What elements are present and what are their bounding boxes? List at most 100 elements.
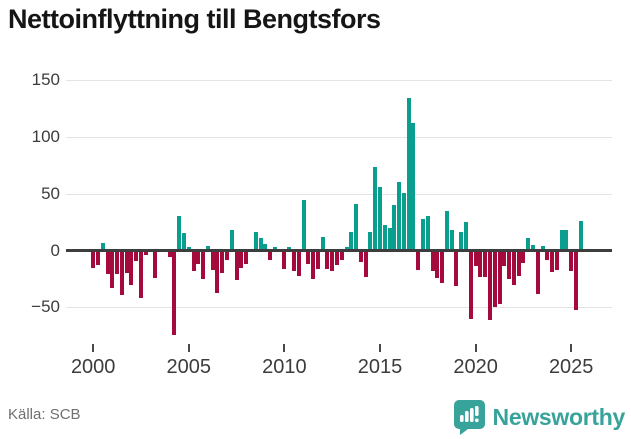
bar[interactable] [573, 250, 578, 310]
bar[interactable] [205, 245, 210, 251]
bar[interactable] [550, 250, 555, 273]
bar[interactable] [115, 250, 120, 275]
bar[interactable] [301, 200, 306, 251]
bar[interactable] [564, 230, 569, 251]
bar[interactable] [440, 250, 445, 284]
bar[interactable] [516, 250, 521, 276]
bar[interactable] [530, 244, 535, 251]
bar[interactable] [191, 250, 196, 271]
bar[interactable] [349, 232, 354, 251]
bar[interactable] [435, 250, 440, 278]
bar[interactable] [244, 250, 249, 265]
bar[interactable] [521, 250, 526, 263]
bar[interactable] [406, 98, 411, 251]
bar[interactable] [464, 222, 469, 251]
bar[interactable] [153, 250, 158, 278]
bar[interactable] [139, 250, 143, 299]
newsworthy-logo[interactable]: Newsworthy [453, 399, 625, 435]
bar[interactable] [239, 250, 244, 268]
bar[interactable] [368, 232, 373, 251]
bar[interactable] [449, 230, 454, 251]
bar[interactable] [186, 247, 191, 251]
bar[interactable] [511, 250, 516, 285]
bar[interactable] [172, 250, 177, 335]
bar[interactable] [401, 192, 406, 251]
bar[interactable] [220, 250, 225, 274]
bar[interactable] [526, 237, 531, 251]
bar[interactable] [182, 233, 187, 251]
bar[interactable] [397, 182, 402, 251]
bar[interactable] [354, 203, 359, 251]
bar[interactable] [373, 167, 378, 251]
bar[interactable] [177, 216, 182, 251]
bar[interactable] [382, 225, 387, 251]
bar[interactable] [311, 250, 316, 279]
bar[interactable] [134, 250, 139, 261]
bar[interactable] [229, 230, 234, 251]
bar[interactable] [325, 250, 330, 269]
bar[interactable] [201, 250, 206, 279]
bar[interactable] [143, 250, 148, 256]
bar[interactable] [196, 250, 201, 265]
bar[interactable] [339, 250, 344, 260]
bar[interactable] [287, 247, 292, 251]
bar[interactable] [545, 250, 550, 260]
bar[interactable] [306, 250, 311, 265]
bar[interactable] [363, 250, 368, 277]
bar[interactable] [291, 250, 296, 271]
bar[interactable] [234, 250, 239, 281]
bar[interactable] [344, 247, 349, 251]
bar[interactable] [421, 218, 426, 251]
bar[interactable] [483, 250, 488, 277]
bar[interactable] [378, 186, 382, 251]
x-axis-tick [92, 344, 95, 352]
bar[interactable] [167, 250, 172, 258]
bar[interactable] [358, 250, 363, 262]
bar[interactable] [334, 250, 339, 266]
bar[interactable] [569, 250, 574, 271]
bar[interactable] [507, 250, 512, 279]
bar[interactable] [454, 250, 459, 286]
bar[interactable] [416, 250, 421, 270]
bar[interactable] [387, 227, 392, 251]
bar[interactable] [100, 242, 105, 251]
bar[interactable] [392, 205, 397, 251]
bar[interactable] [468, 250, 473, 319]
bar[interactable] [282, 250, 287, 269]
bar[interactable] [119, 250, 124, 295]
bar[interactable] [425, 216, 430, 251]
bar[interactable] [430, 250, 435, 271]
bar[interactable] [320, 236, 325, 251]
bar[interactable] [497, 250, 502, 304]
bar[interactable] [296, 250, 301, 276]
bar[interactable] [492, 250, 497, 308]
bar[interactable] [268, 250, 273, 260]
bar[interactable] [411, 123, 416, 251]
bar[interactable] [215, 250, 220, 293]
bar[interactable] [91, 250, 96, 268]
bar[interactable] [210, 250, 215, 270]
bar[interactable] [487, 250, 492, 320]
bar[interactable] [263, 243, 268, 251]
bar[interactable] [258, 237, 263, 251]
bar[interactable] [478, 250, 483, 277]
bar[interactable] [330, 250, 335, 271]
bar[interactable] [578, 220, 583, 251]
bar[interactable] [502, 250, 507, 267]
bar[interactable] [559, 230, 564, 251]
bar[interactable] [124, 250, 129, 274]
bar[interactable] [315, 250, 320, 269]
bar[interactable] [129, 250, 134, 285]
bar[interactable] [253, 232, 258, 251]
bar[interactable] [554, 250, 559, 270]
bar[interactable] [225, 250, 230, 260]
bar[interactable] [95, 250, 100, 266]
bar[interactable] [272, 247, 277, 251]
bar[interactable] [444, 210, 449, 251]
bar[interactable] [540, 245, 545, 251]
bar[interactable] [535, 250, 540, 294]
bar[interactable] [473, 250, 478, 267]
bar[interactable] [105, 250, 110, 275]
bar[interactable] [110, 250, 115, 289]
bar[interactable] [459, 232, 464, 251]
